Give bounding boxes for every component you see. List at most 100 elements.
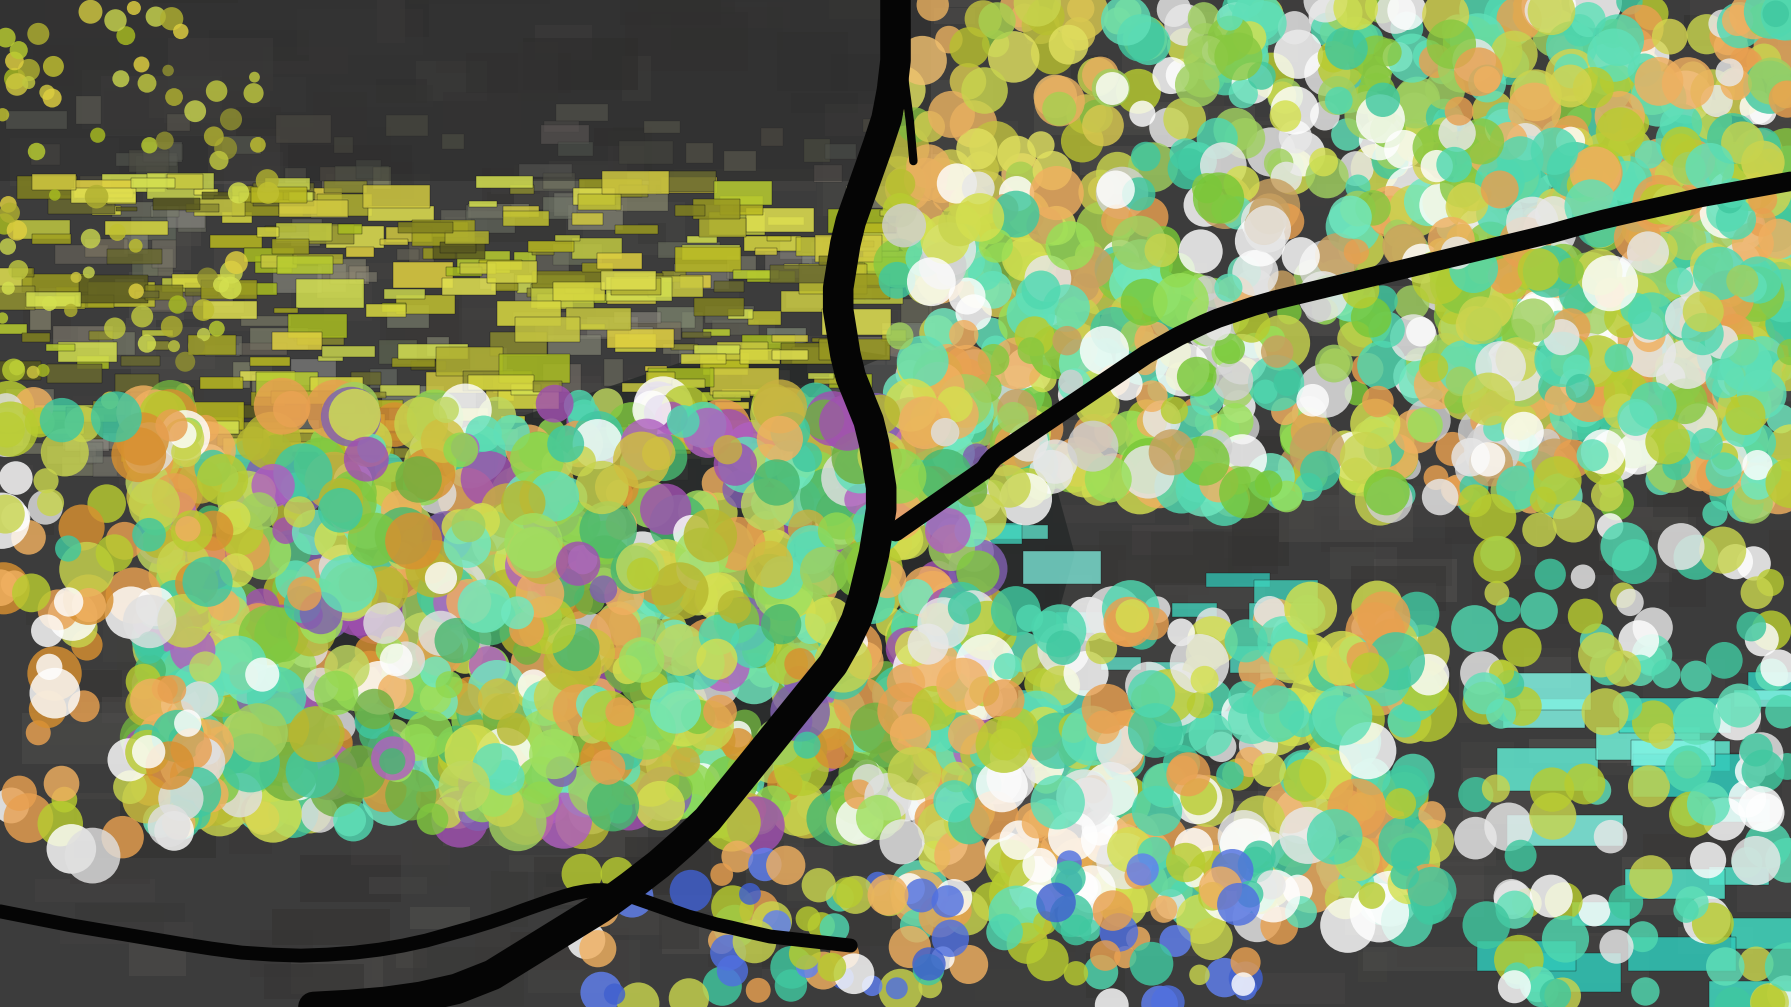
Bar xyxy=(478,260,521,270)
Ellipse shape xyxy=(1632,977,1660,1006)
Ellipse shape xyxy=(1363,386,1393,417)
Bar xyxy=(1599,517,1696,561)
Bar xyxy=(638,224,666,244)
Bar xyxy=(63,433,125,449)
Bar xyxy=(1503,937,1612,996)
Ellipse shape xyxy=(152,473,197,519)
Bar xyxy=(48,195,115,213)
Ellipse shape xyxy=(1445,345,1472,373)
Ellipse shape xyxy=(1583,207,1626,252)
Ellipse shape xyxy=(890,714,931,755)
Ellipse shape xyxy=(102,816,143,858)
Ellipse shape xyxy=(1014,907,1044,938)
Bar xyxy=(1456,4,1598,53)
Bar xyxy=(1338,471,1372,530)
Bar xyxy=(176,402,244,430)
Bar xyxy=(236,107,281,136)
Ellipse shape xyxy=(510,801,546,837)
Ellipse shape xyxy=(1367,476,1413,523)
Ellipse shape xyxy=(634,382,682,430)
Bar xyxy=(1207,573,1270,587)
Ellipse shape xyxy=(974,317,1008,351)
Ellipse shape xyxy=(638,616,666,644)
Ellipse shape xyxy=(836,876,874,914)
Ellipse shape xyxy=(1221,0,1257,26)
Ellipse shape xyxy=(1427,19,1476,68)
Ellipse shape xyxy=(416,784,444,813)
Ellipse shape xyxy=(1578,894,1610,926)
Ellipse shape xyxy=(485,569,528,612)
Ellipse shape xyxy=(589,558,638,604)
Bar xyxy=(25,292,81,307)
Ellipse shape xyxy=(698,640,750,692)
Bar xyxy=(1232,514,1290,566)
Ellipse shape xyxy=(1766,458,1791,508)
Bar xyxy=(555,235,580,241)
Ellipse shape xyxy=(231,439,265,474)
Ellipse shape xyxy=(403,448,455,500)
Ellipse shape xyxy=(989,194,1019,223)
Ellipse shape xyxy=(176,713,226,762)
Ellipse shape xyxy=(217,470,276,529)
Ellipse shape xyxy=(989,885,1046,944)
Ellipse shape xyxy=(1232,973,1255,996)
Ellipse shape xyxy=(1429,57,1456,85)
Ellipse shape xyxy=(133,619,190,677)
Ellipse shape xyxy=(698,614,740,655)
Ellipse shape xyxy=(561,765,613,818)
Ellipse shape xyxy=(1315,631,1368,686)
Ellipse shape xyxy=(1229,962,1263,996)
Bar xyxy=(11,138,118,186)
Ellipse shape xyxy=(1628,53,1660,87)
Bar xyxy=(673,895,767,912)
Ellipse shape xyxy=(1307,656,1343,692)
Ellipse shape xyxy=(1171,406,1214,448)
Ellipse shape xyxy=(1544,299,1599,354)
Bar xyxy=(516,316,580,342)
Ellipse shape xyxy=(1632,311,1664,342)
Bar xyxy=(892,554,1026,585)
Ellipse shape xyxy=(1585,426,1635,476)
Ellipse shape xyxy=(899,699,937,736)
Ellipse shape xyxy=(165,89,183,106)
Ellipse shape xyxy=(1216,403,1254,440)
Bar xyxy=(518,42,559,101)
Ellipse shape xyxy=(1254,596,1286,627)
Ellipse shape xyxy=(711,591,750,630)
Bar xyxy=(238,405,301,418)
Ellipse shape xyxy=(1200,142,1247,189)
Ellipse shape xyxy=(1490,30,1538,78)
Bar xyxy=(1107,586,1187,635)
Ellipse shape xyxy=(1119,319,1153,352)
Bar xyxy=(125,401,181,421)
Ellipse shape xyxy=(1642,242,1692,293)
Bar xyxy=(385,228,432,242)
Ellipse shape xyxy=(1390,809,1438,856)
Bar xyxy=(813,337,835,342)
Bar xyxy=(455,418,484,435)
Bar xyxy=(457,251,510,273)
Ellipse shape xyxy=(1252,753,1286,786)
Ellipse shape xyxy=(467,646,510,688)
Ellipse shape xyxy=(1003,417,1050,464)
Bar xyxy=(77,327,215,370)
Ellipse shape xyxy=(1549,387,1603,440)
Ellipse shape xyxy=(1728,266,1784,322)
Bar xyxy=(553,245,602,265)
Ellipse shape xyxy=(1429,257,1483,310)
Ellipse shape xyxy=(1748,57,1791,105)
Ellipse shape xyxy=(793,732,820,758)
Ellipse shape xyxy=(1585,159,1641,215)
Ellipse shape xyxy=(1367,83,1401,117)
Ellipse shape xyxy=(1091,941,1121,971)
Ellipse shape xyxy=(512,636,541,665)
Ellipse shape xyxy=(1017,337,1044,364)
Ellipse shape xyxy=(1350,794,1406,849)
Ellipse shape xyxy=(564,560,596,591)
Ellipse shape xyxy=(129,239,143,253)
Ellipse shape xyxy=(1732,129,1784,179)
Ellipse shape xyxy=(1008,197,1044,234)
Ellipse shape xyxy=(1734,326,1789,382)
Ellipse shape xyxy=(360,718,394,752)
Ellipse shape xyxy=(956,169,1010,225)
